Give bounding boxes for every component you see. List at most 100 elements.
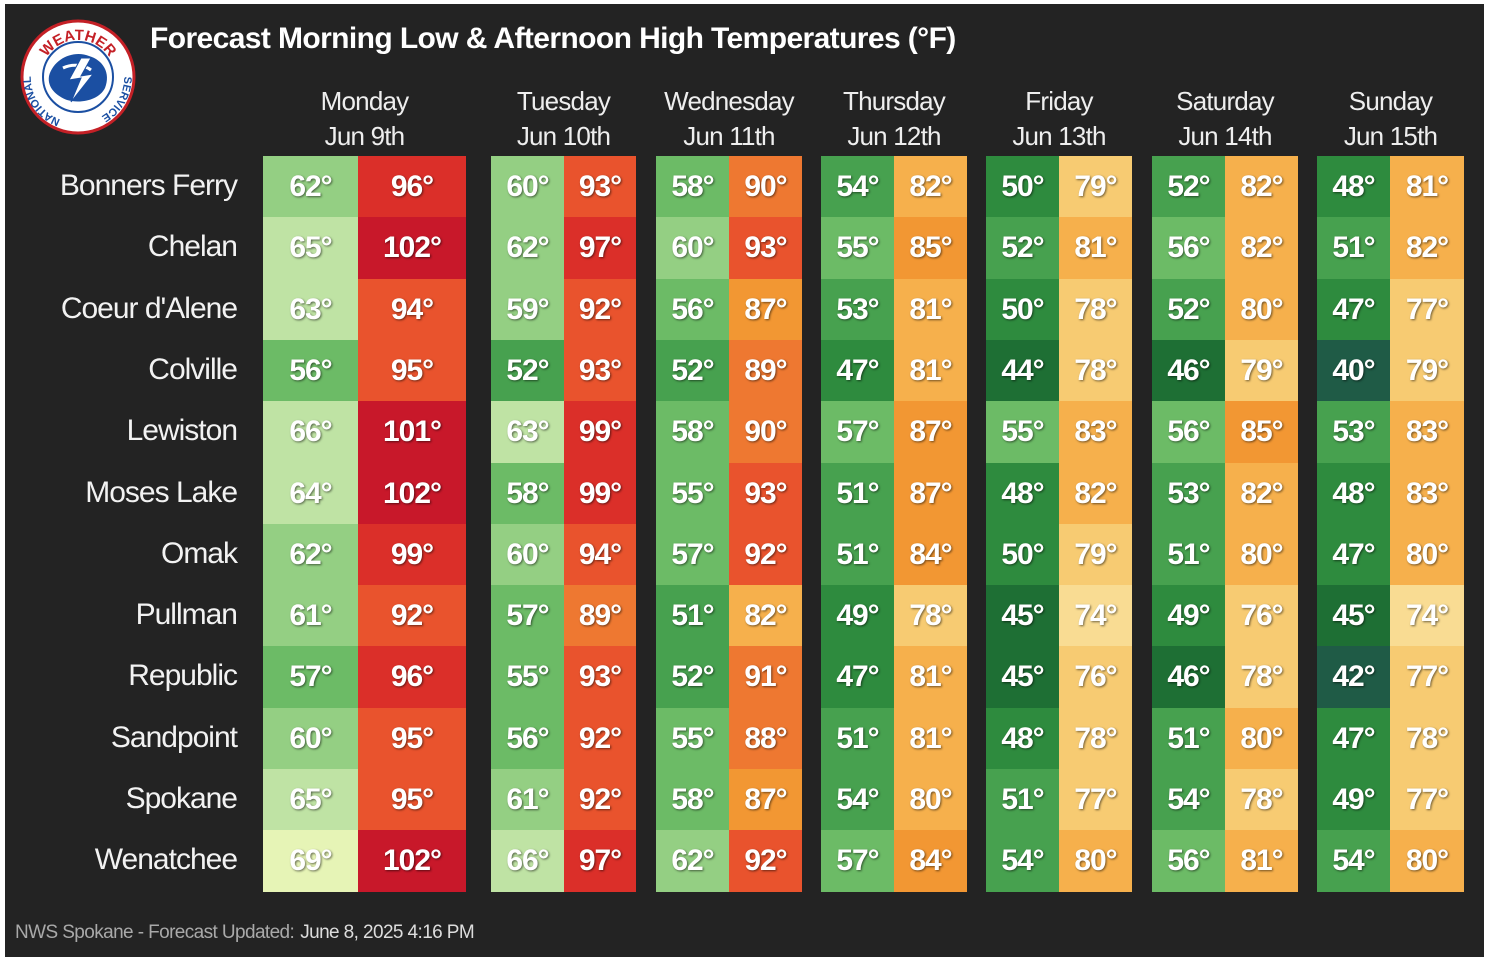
low-temp-cell: 63° bbox=[491, 401, 564, 464]
high-temp-cell: 93° bbox=[729, 462, 802, 525]
low-temp-cell: 57° bbox=[821, 830, 894, 893]
high-temp-cell: 94° bbox=[358, 278, 466, 341]
high-temp-cell: 74° bbox=[1390, 585, 1464, 648]
high-temp-cell: 83° bbox=[1059, 401, 1132, 464]
low-temp-cell: 55° bbox=[821, 217, 894, 280]
low-temp-cell: 46° bbox=[1152, 646, 1225, 709]
high-temp-cell: 82° bbox=[1225, 217, 1298, 280]
high-temp-cell: 83° bbox=[1390, 401, 1464, 464]
low-temp-cell: 47° bbox=[1317, 707, 1390, 770]
low-temp-cell: 66° bbox=[491, 830, 564, 893]
high-temp-cell: 81° bbox=[1225, 830, 1298, 893]
high-temp-cell: 96° bbox=[358, 156, 466, 218]
low-temp-cell: 55° bbox=[491, 646, 564, 709]
high-temp-cell: 81° bbox=[894, 707, 967, 770]
low-temp-cell: 48° bbox=[1317, 156, 1390, 218]
high-temp-cell: 82° bbox=[1390, 217, 1464, 280]
high-temp-cell: 92° bbox=[564, 278, 636, 341]
high-temp-cell: 93° bbox=[564, 646, 636, 709]
low-temp-cell: 54° bbox=[821, 156, 894, 218]
low-temp-cell: 55° bbox=[656, 707, 729, 770]
high-temp-cell: 81° bbox=[1390, 156, 1464, 218]
high-temp-cell: 80° bbox=[1225, 278, 1298, 341]
day-header: Monday Jun 9th bbox=[263, 84, 466, 154]
high-temp-cell: 78° bbox=[1059, 707, 1132, 770]
day-name: Tuesday bbox=[516, 86, 611, 116]
low-temp-cell: 49° bbox=[1152, 585, 1225, 648]
high-temp-cell: 78° bbox=[1059, 278, 1132, 341]
day-date: Jun 12th bbox=[847, 121, 941, 151]
low-temp-cell: 56° bbox=[1152, 401, 1225, 464]
high-temp-cell: 92° bbox=[564, 707, 636, 770]
day-date: Jun 13th bbox=[1012, 121, 1106, 151]
high-temp-cell: 97° bbox=[564, 217, 636, 280]
high-temp-cell: 89° bbox=[729, 339, 802, 402]
city-label: Moses Lake bbox=[85, 475, 238, 509]
high-temp-cell: 82° bbox=[1059, 462, 1132, 525]
high-temp-cell: 93° bbox=[564, 339, 636, 402]
high-temp-cell: 87° bbox=[894, 462, 967, 525]
low-temp-cell: 51° bbox=[1317, 217, 1390, 280]
low-temp-cell: 62° bbox=[263, 156, 358, 218]
city-label: Republic bbox=[128, 659, 238, 693]
high-temp-cell: 87° bbox=[729, 278, 802, 341]
low-temp-cell: 57° bbox=[491, 585, 564, 648]
high-temp-cell: 80° bbox=[1225, 523, 1298, 586]
high-temp-cell: 81° bbox=[894, 339, 967, 402]
low-temp-cell: 60° bbox=[263, 707, 358, 770]
forecast-panel: WEATHER NATIONAL SERVICE Forecast Mornin… bbox=[5, 4, 1484, 957]
high-temp-cell: 95° bbox=[358, 707, 466, 770]
low-temp-cell: 56° bbox=[656, 278, 729, 341]
high-temp-cell: 102° bbox=[358, 462, 466, 525]
high-temp-cell: 79° bbox=[1225, 339, 1298, 402]
city-label: Chelan bbox=[147, 230, 238, 264]
low-temp-cell: 45° bbox=[986, 646, 1059, 709]
high-temp-cell: 85° bbox=[894, 217, 967, 280]
low-temp-cell: 51° bbox=[1152, 707, 1225, 770]
day-header: Wednesday Jun 11th bbox=[656, 84, 802, 154]
high-temp-cell: 81° bbox=[894, 278, 967, 341]
day-date: Jun 10th bbox=[516, 121, 611, 151]
day-header: Saturday Jun 14th bbox=[1152, 84, 1298, 154]
footer-label: NWS Spokane - Forecast Updated: bbox=[15, 922, 295, 943]
high-temp-cell: 92° bbox=[358, 585, 466, 648]
high-temp-cell: 83° bbox=[1390, 462, 1464, 525]
city-label: Sandpoint bbox=[110, 720, 238, 754]
low-temp-cell: 57° bbox=[263, 646, 358, 709]
low-temp-cell: 48° bbox=[986, 707, 1059, 770]
low-temp-cell: 56° bbox=[263, 339, 358, 402]
day-header: Tuesday Jun 10th bbox=[491, 84, 636, 154]
high-temp-cell: 78° bbox=[1225, 769, 1298, 831]
low-temp-cell: 47° bbox=[1317, 278, 1390, 341]
low-temp-cell: 52° bbox=[1152, 278, 1225, 341]
low-temp-cell: 46° bbox=[1152, 339, 1225, 402]
low-temp-cell: 47° bbox=[1317, 523, 1390, 586]
low-temp-cell: 51° bbox=[986, 769, 1059, 831]
low-temp-cell: 60° bbox=[656, 217, 729, 280]
high-temp-cell: 78° bbox=[1390, 707, 1464, 770]
city-label: Lewiston bbox=[126, 414, 238, 448]
low-temp-cell: 62° bbox=[263, 523, 358, 586]
low-temp-cell: 56° bbox=[1152, 217, 1225, 280]
low-temp-cell: 51° bbox=[821, 707, 894, 770]
low-temp-cell: 49° bbox=[1317, 769, 1390, 831]
high-temp-cell: 79° bbox=[1059, 156, 1132, 218]
high-temp-cell: 74° bbox=[1059, 585, 1132, 648]
high-temp-cell: 81° bbox=[894, 646, 967, 709]
low-temp-cell: 62° bbox=[491, 217, 564, 280]
low-temp-cell: 53° bbox=[821, 278, 894, 341]
low-temp-cell: 51° bbox=[656, 585, 729, 648]
low-temp-cell: 58° bbox=[656, 401, 729, 464]
high-temp-cell: 79° bbox=[1390, 339, 1464, 402]
high-temp-cell: 80° bbox=[1059, 830, 1132, 893]
high-temp-cell: 82° bbox=[1225, 462, 1298, 525]
high-temp-cell: 84° bbox=[894, 523, 967, 586]
city-label: Pullman bbox=[135, 598, 238, 632]
high-temp-cell: 81° bbox=[1059, 217, 1132, 280]
city-label: Colville bbox=[148, 352, 238, 386]
high-temp-cell: 80° bbox=[1390, 830, 1464, 893]
high-temp-cell: 99° bbox=[358, 523, 466, 586]
high-temp-cell: 97° bbox=[564, 830, 636, 893]
low-temp-cell: 54° bbox=[1317, 830, 1390, 893]
low-temp-cell: 61° bbox=[491, 769, 564, 831]
